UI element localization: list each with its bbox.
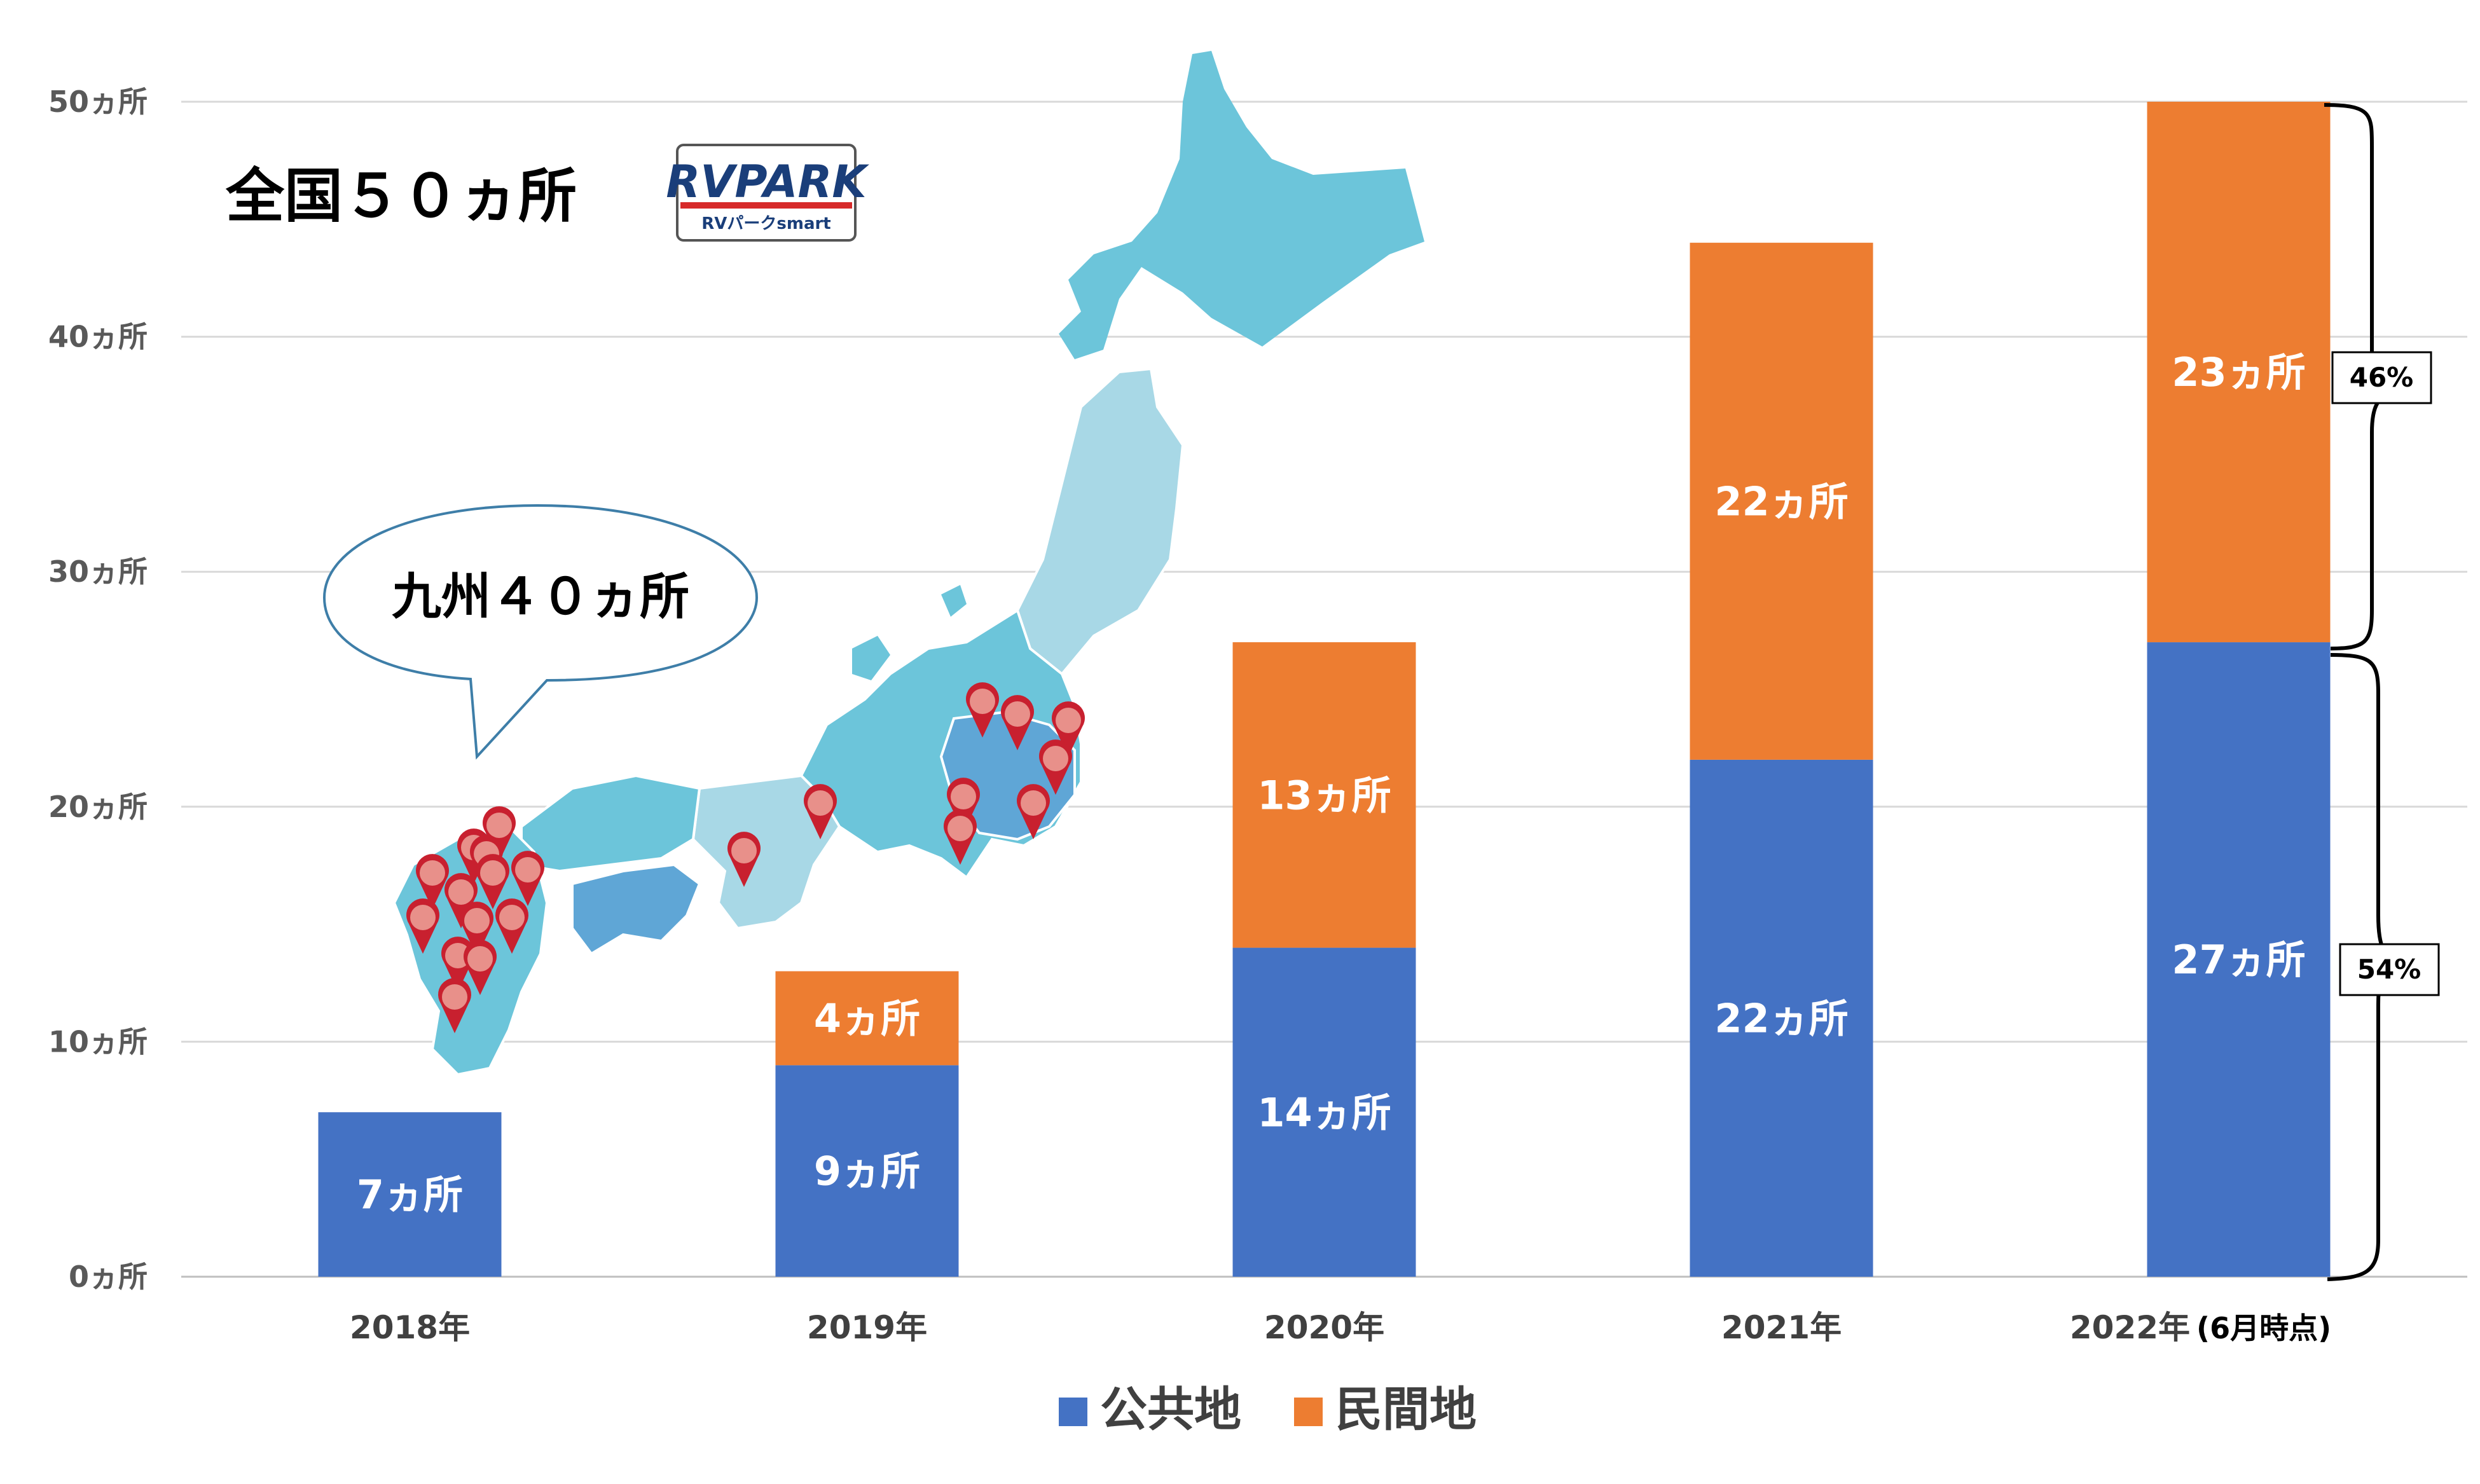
location-pin-icon [1017,784,1050,839]
bar-private [775,971,959,1066]
data-label: 14ヵ所 [1257,1089,1391,1136]
location-pin-icon [406,898,440,954]
share-public-box [2339,943,2440,996]
location-pin-icon [966,682,999,738]
data-label: 4ヵ所 [814,995,920,1041]
location-pin-icon [1052,701,1085,757]
bar-public [1690,759,1873,1277]
location-pins [406,682,1085,1033]
data-label: 9ヵ所 [814,1148,920,1195]
data-label: 23ヵ所 [2172,349,2305,395]
data-label: 27ヵ所 [2172,937,2305,983]
map-noto [852,636,890,680]
x-tick-label: 2021年 [1721,1309,1842,1346]
location-pin-icon [511,851,545,906]
y-tick-label: 0ヵ所 [69,1260,148,1294]
data-label: 22ヵ所 [1714,478,1848,525]
logo-subtitle: RVパークsmart [701,214,831,233]
y-axis-ticks: 0ヵ所 10ヵ所 20ヵ所 30ヵ所 40ヵ所 50ヵ所 [48,85,148,1294]
bar-private [2147,102,2331,643]
x-axis-labels: 2018年 2019年 2020年 2021年 2022年 (6月時点) [350,1309,2331,1346]
location-pin-icon [727,832,761,887]
share-brackets: 46% 54% [2324,103,2440,1281]
location-pin-icon [944,809,977,865]
location-pin-icon [1001,695,1034,750]
map-hokkaido [1059,51,1424,359]
x-tick-label: 2022年 (6月時点) [2070,1309,2331,1346]
map-sado [941,585,967,617]
share-public-label: 54% [2357,954,2421,985]
data-label: 22ヵ所 [1714,995,1848,1041]
location-pin-icon [476,854,509,909]
x-tick-label: 2019年 [807,1309,927,1346]
bar-public [775,1065,959,1277]
legend-swatch-public [1059,1398,1087,1426]
location-pin-icon [415,854,449,909]
y-tick-label: 10ヵ所 [48,1024,148,1059]
legend-label-private: 民間地 [1335,1382,1477,1437]
logo-text: RVPARK [666,156,869,208]
location-pin-icon [495,898,529,954]
location-pin-icon [1039,739,1073,795]
y-tick-label: 30ヵ所 [48,554,148,589]
legend: 公共地 民間地 [1059,1382,1477,1437]
x-tick-label: 2020年 [1264,1309,1384,1346]
y-tick-label: 40ヵ所 [48,320,148,354]
kyushu-bubble: 九州４０ヵ所 [322,504,759,760]
bars [318,102,2331,1277]
location-pin-icon [437,978,471,1033]
map-shikoku [571,863,701,956]
total-title: 全国５０ヵ所 [225,162,577,230]
location-pin-icon [460,902,494,957]
location-pin-icon [483,806,516,862]
location-pin-icon [464,940,497,995]
bubble-text: 九州４０ヵ所 [392,568,689,626]
x-tick-label: 2018年 [350,1309,470,1346]
map-tohoku [1016,367,1185,676]
data-label: 13ヵ所 [1257,772,1391,818]
bar-public [318,1112,502,1277]
bar-public [2147,642,2331,1277]
share-private-label: 46% [2350,362,2414,393]
share-private-box [2331,351,2432,404]
y-tick-label: 20ヵ所 [48,790,148,824]
location-pin-icon [444,873,478,928]
location-pin-icon [947,778,981,833]
rvpark-logo: RVPARK RVパークsmart [666,144,869,242]
bar-private [1690,242,1873,760]
location-pin-icon [804,784,837,839]
data-label: 7ヵ所 [357,1172,463,1218]
y-tick-label: 50ヵ所 [48,85,148,119]
bar-private [1232,642,1416,948]
bar-public [1232,947,1416,1277]
map-chugoku [520,774,701,873]
legend-swatch-private [1294,1398,1323,1426]
bar-labels: 7ヵ所 9ヵ所 4ヵ所 14ヵ所 13ヵ所 22ヵ所 22ヵ所 27ヵ所 23ヵ所 [357,349,2306,1218]
legend-label-public: 公共地 [1100,1382,1241,1437]
